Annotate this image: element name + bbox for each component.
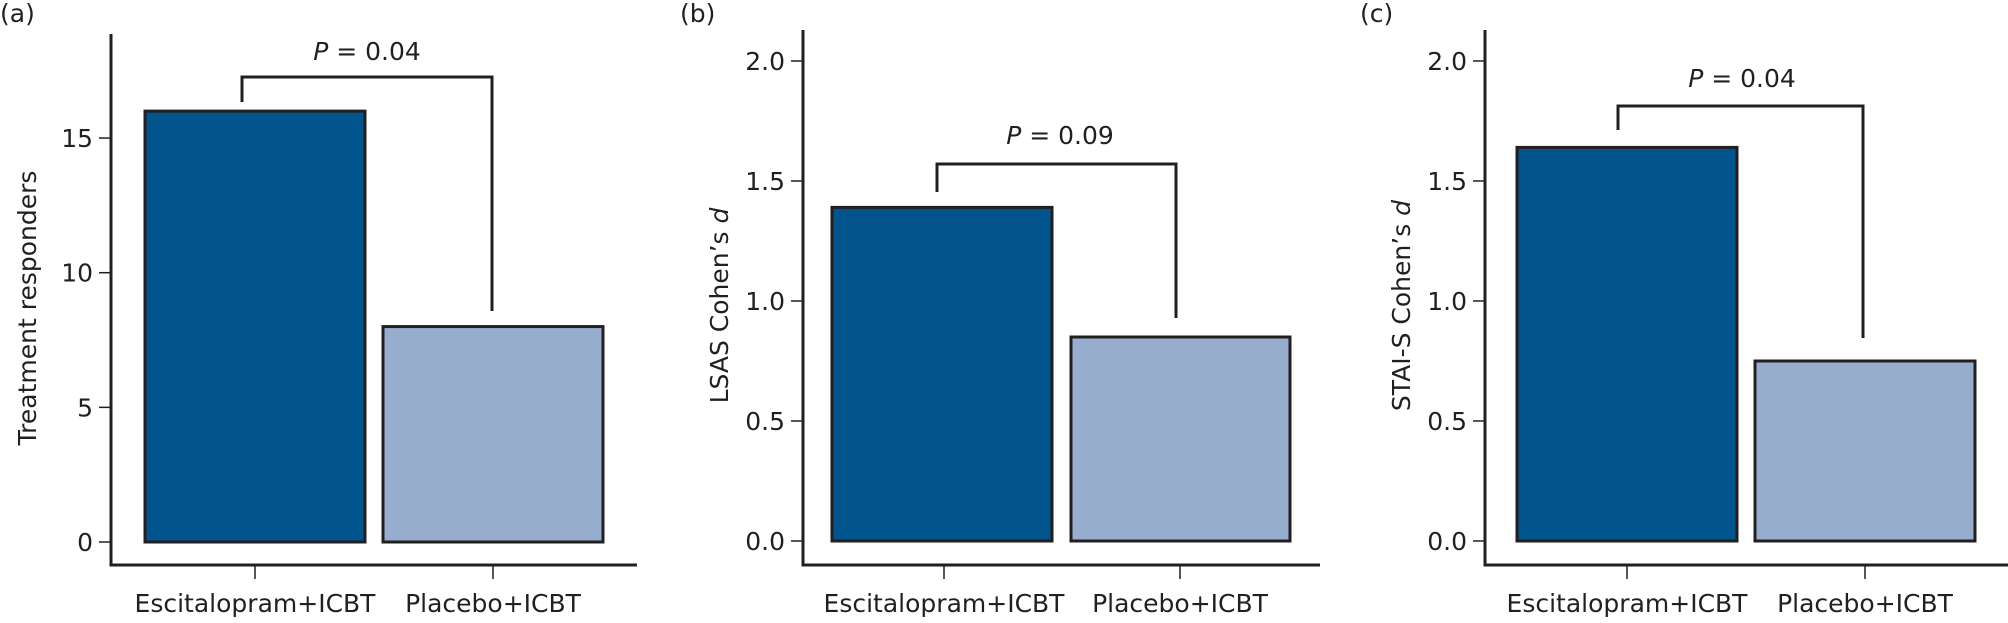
p-value-text: = 0.04: [1703, 64, 1796, 93]
chart-panel-b: (b) 0.0 0.5 1.0 1.5 2.0 LSAS Cohen’s d Escitalo…: [680, 0, 1320, 618]
y-tick-label: 5: [77, 393, 93, 422]
significance-bracket: [935, 162, 1178, 318]
y-tick-label: 0.0: [745, 527, 785, 556]
p-value-symbol: P: [1006, 121, 1022, 150]
p-value-text: = 0.09: [1021, 121, 1114, 150]
x-category-label: Placebo+ICBT: [405, 589, 582, 618]
chart-panel-a: (a) 0 5 10 15 Treatment responders Escitalopra…: [0, 0, 637, 618]
y-tick-label: 1.0: [745, 287, 785, 316]
y-axis-title: LSAS Cohen’s d: [705, 207, 734, 403]
y-tick-label: 0.5: [745, 407, 785, 436]
y-tick-label: 2.0: [745, 47, 785, 76]
y-axis-title: STAI-S Cohen’s d: [1387, 200, 1416, 411]
y-tick-label: 0: [77, 528, 93, 557]
y-tick-label: 1.5: [745, 167, 785, 196]
y-tick-label: 1.0: [1427, 287, 1467, 316]
y-tick-label: 2.0: [1427, 47, 1467, 76]
y-tick-label: 15: [61, 124, 93, 153]
p-value-symbol: P: [1688, 64, 1704, 93]
bar-escitalopram-icbt: [143, 109, 367, 544]
bar-escitalopram-icbt: [1515, 145, 1739, 543]
y-tick-label: 0.5: [1427, 407, 1467, 436]
x-category-label: Placebo+ICBT: [1092, 589, 1269, 618]
panel-label: (c): [1360, 0, 1393, 28]
y-axis-title-italic: d: [705, 207, 734, 223]
p-value-annotation: P = 0.04: [313, 37, 421, 66]
significance-bracket: [240, 75, 494, 311]
x-category-label: Placebo+ICBT: [1777, 589, 1954, 618]
significance-bracket: [1616, 104, 1865, 338]
p-value-text: = 0.04: [328, 37, 421, 66]
x-category-label: Escitalopram+ICBT: [1507, 589, 1749, 618]
x-category-label: Escitalopram+ICBT: [824, 589, 1066, 618]
x-category-label: Escitalopram+ICBT: [135, 589, 377, 618]
bar-placebo-icbt: [1069, 335, 1292, 543]
p-value-annotation: P = 0.04: [1688, 64, 1796, 93]
y-tick-label: 1.5: [1427, 167, 1467, 196]
y-axis-title: Treatment responders: [13, 171, 42, 447]
y-tick-label: 0.0: [1427, 527, 1467, 556]
y-axis-title-italic: d: [1387, 200, 1416, 216]
p-value-symbol: P: [313, 37, 329, 66]
p-value-annotation: P = 0.09: [1006, 121, 1114, 150]
panel-label: (a): [0, 0, 35, 28]
y-tick-label: 10: [61, 259, 93, 288]
bar-placebo-icbt: [1753, 359, 1977, 543]
bar-escitalopram-icbt: [830, 205, 1054, 543]
y-axis-title-text: STAI-S Cohen’s: [1387, 216, 1416, 411]
bar-placebo-icbt: [381, 325, 605, 544]
panel-label: (b): [680, 0, 715, 28]
y-axis-title-text: LSAS Cohen’s: [705, 223, 734, 403]
chart-panel-c: (c) 0.0 0.5 1.0 1.5 2.0 STAI-S Cohen’s d Escita…: [1360, 0, 2008, 618]
